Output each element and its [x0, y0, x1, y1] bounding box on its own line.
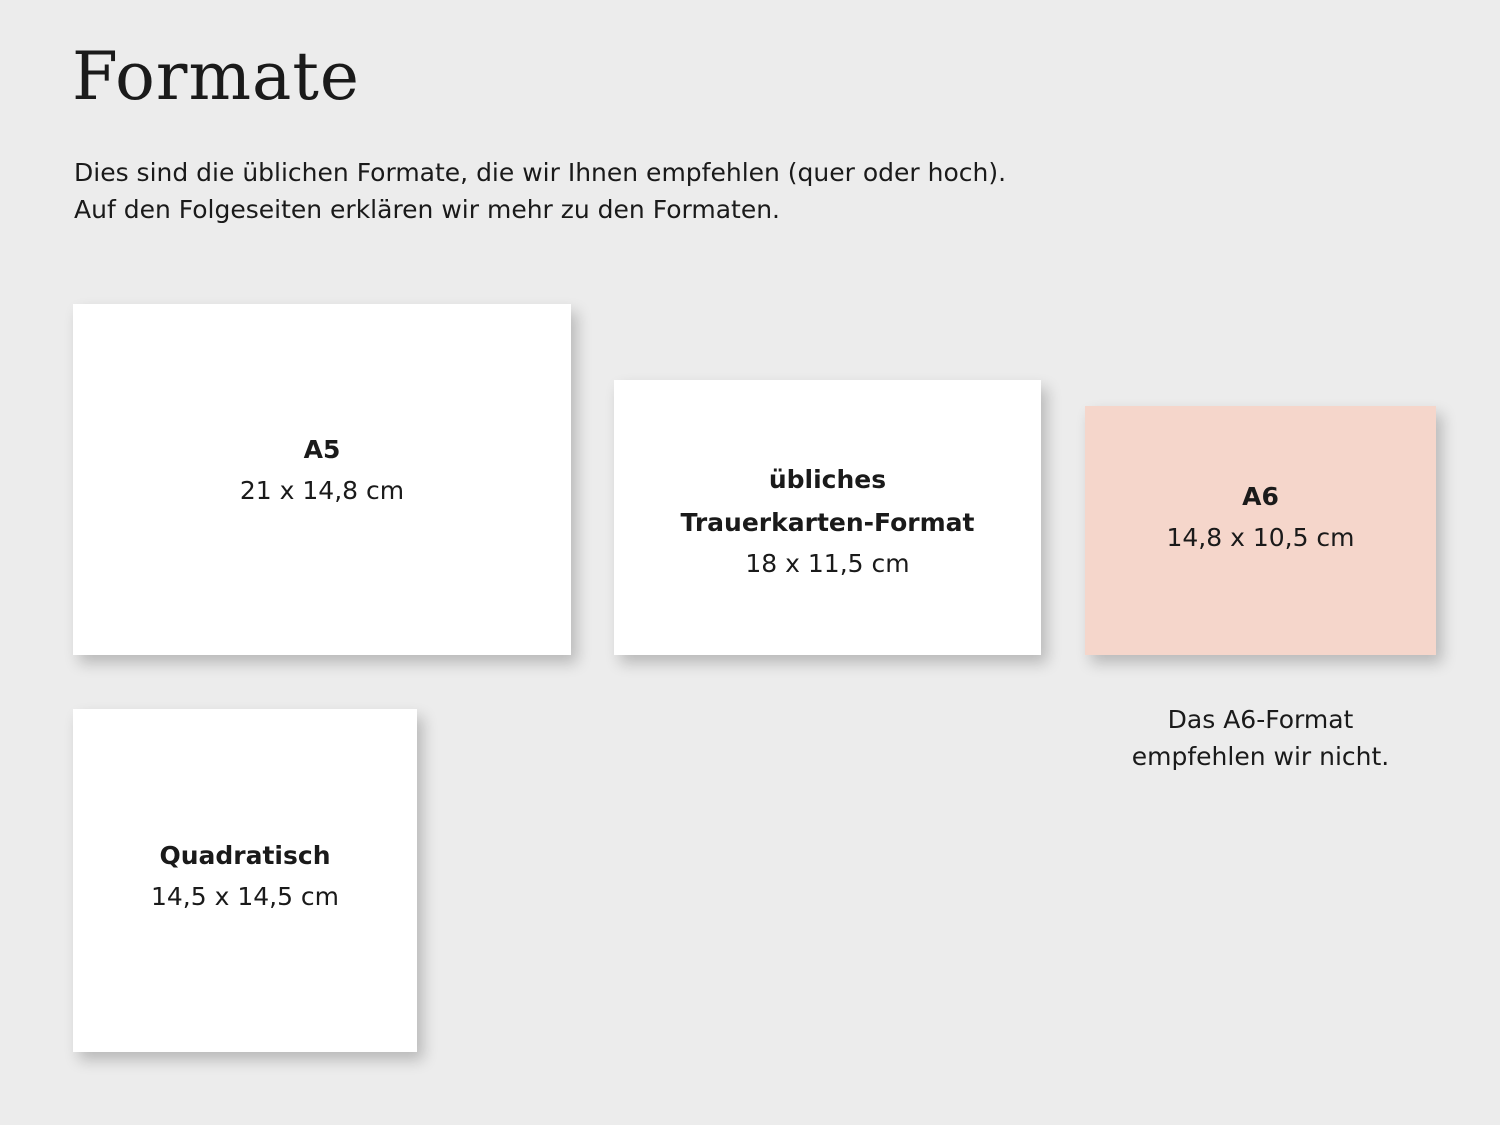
card-quadratisch: Quadratisch 14,5 x 14,5 cm — [73, 709, 417, 1052]
card-trauerkarten: übliches Trauerkarten-Format 18 x 11,5 c… — [614, 380, 1041, 655]
page-title: Formate — [72, 38, 360, 115]
card-a5: A5 21 x 14,8 cm — [73, 304, 571, 655]
card-size: 14,5 x 14,5 cm — [150, 882, 340, 911]
card-name: A5 — [303, 435, 341, 464]
card-name-line-2: Trauerkarten-Format — [680, 507, 975, 537]
card-size: 21 x 14,8 cm — [239, 476, 405, 505]
card-size: 14,8 x 10,5 cm — [1166, 523, 1355, 552]
note-line-1: Das A6-Format — [1167, 705, 1354, 734]
a6-note: Das A6-Format empfehlen wir nicht. — [1085, 701, 1436, 775]
card-a6: A6 14,8 x 10,5 cm — [1085, 406, 1436, 655]
note-line-2: empfehlen wir nicht. — [1131, 742, 1390, 771]
intro-text: Dies sind die üblichen Formate, die wir … — [74, 154, 1006, 228]
intro-line-1: Dies sind die üblichen Formate, die wir … — [74, 158, 1007, 187]
card-name: A6 — [1242, 482, 1279, 511]
intro-line-2: Auf den Folgeseiten erklären wir mehr zu… — [74, 195, 780, 224]
card-name-line-1: übliches — [768, 464, 887, 494]
card-size: 18 x 11,5 cm — [745, 548, 910, 578]
card-name: Quadratisch — [159, 841, 331, 870]
